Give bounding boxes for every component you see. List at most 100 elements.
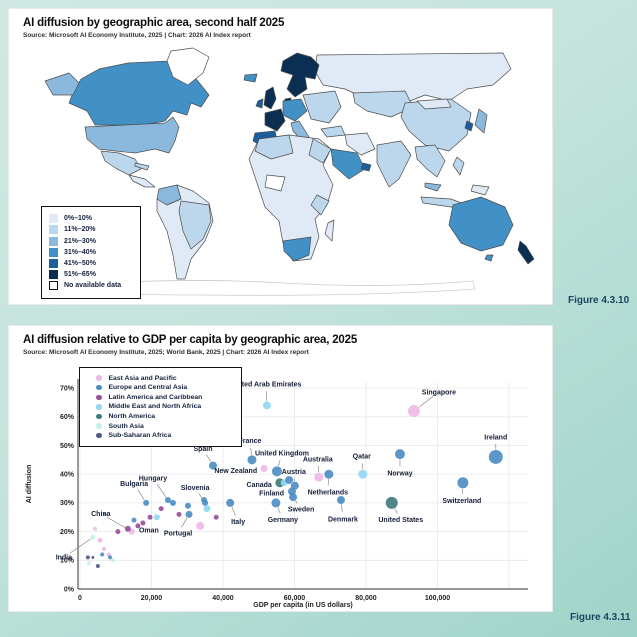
data-point[interactable] xyxy=(97,537,103,543)
country-eastern-europe[interactable] xyxy=(302,90,342,124)
country-egypt[interactable] xyxy=(308,138,332,164)
data-point-bulgaria[interactable] xyxy=(143,499,150,506)
data-point[interactable] xyxy=(176,511,182,517)
country-saudi-arabia[interactable] xyxy=(330,148,366,180)
country-iceland[interactable] xyxy=(243,73,258,83)
country-japan[interactable] xyxy=(474,108,488,134)
data-point-oman[interactable] xyxy=(153,514,160,521)
data-point[interactable] xyxy=(201,497,208,504)
data-point-hungary[interactable] xyxy=(164,497,171,504)
legend-row: Latin America and Caribbean xyxy=(88,394,233,401)
y-tick-label: 40% xyxy=(60,472,75,479)
data-point-norway[interactable] xyxy=(394,449,405,460)
country-scandinavia[interactable] xyxy=(280,52,320,98)
country-brazil[interactable] xyxy=(178,200,212,250)
legend-swatch xyxy=(49,236,58,246)
country-usa[interactable] xyxy=(84,116,180,154)
country-united-kingdom[interactable] xyxy=(263,86,277,110)
country-southeast-asia[interactable] xyxy=(414,144,446,178)
country-malaysia[interactable] xyxy=(424,182,442,192)
legend-label: East Asia and Pacific xyxy=(108,374,177,382)
data-point-netherlands[interactable] xyxy=(324,469,334,479)
country-madagascar[interactable] xyxy=(324,219,335,242)
country-antarctica xyxy=(77,280,476,296)
data-point[interactable] xyxy=(196,521,205,530)
data-point[interactable] xyxy=(86,561,91,566)
country-east-africa[interactable] xyxy=(310,194,330,216)
data-point-portugal[interactable] xyxy=(185,510,193,518)
country-papua-new-guinea[interactable] xyxy=(470,184,490,196)
country-west-africa[interactable] xyxy=(264,174,286,192)
country-colombia[interactable] xyxy=(156,184,182,206)
data-point[interactable] xyxy=(147,514,153,520)
data-point[interactable] xyxy=(101,546,106,551)
data-point-australia[interactable] xyxy=(314,472,324,482)
legend-label: 11%–20% xyxy=(64,226,96,234)
country-central-asia[interactable] xyxy=(352,90,414,118)
country-cuba[interactable] xyxy=(134,162,150,171)
country-turkey[interactable] xyxy=(320,125,346,138)
data-point[interactable] xyxy=(91,555,95,559)
country-south-korea[interactable] xyxy=(464,120,474,132)
data-point-france[interactable] xyxy=(247,455,257,465)
data-point-india[interactable] xyxy=(90,534,96,540)
data-point-germany[interactable] xyxy=(271,498,281,508)
data-point-switzerland[interactable] xyxy=(457,477,469,489)
data-point[interactable] xyxy=(103,512,107,516)
data-point-label: Ireland xyxy=(484,434,507,441)
data-point[interactable] xyxy=(131,517,137,523)
legend-row: 41%–50% xyxy=(49,258,133,268)
country-iran[interactable] xyxy=(344,132,376,156)
country-north-africa[interactable] xyxy=(254,134,294,160)
legend-label: 21%–30% xyxy=(64,237,96,245)
data-point[interactable] xyxy=(124,525,131,532)
data-point-italy[interactable] xyxy=(226,498,235,507)
country-china[interactable] xyxy=(400,98,472,152)
data-point[interactable] xyxy=(100,552,105,557)
country-central-europe[interactable] xyxy=(282,98,308,122)
data-point[interactable] xyxy=(184,502,191,509)
country-gulf-states[interactable] xyxy=(360,162,372,172)
data-point-label: Austria xyxy=(282,469,306,476)
data-point[interactable] xyxy=(169,499,176,506)
data-point-qatar[interactable] xyxy=(358,469,368,479)
data-point-sweden[interactable] xyxy=(289,493,298,502)
country-mexico[interactable] xyxy=(100,150,142,176)
data-point[interactable] xyxy=(93,526,98,531)
data-point-denmark[interactable] xyxy=(336,496,345,505)
data-point-singapore[interactable] xyxy=(407,405,420,418)
country-australia[interactable] xyxy=(448,196,514,252)
country-greenland[interactable] xyxy=(166,47,210,86)
data-point-new-zealand[interactable] xyxy=(260,464,268,472)
leader-line xyxy=(231,506,236,516)
country-france[interactable] xyxy=(264,108,286,132)
data-point[interactable] xyxy=(140,520,146,526)
data-point[interactable] xyxy=(85,555,90,560)
data-point[interactable] xyxy=(95,564,100,569)
data-point[interactable] xyxy=(203,505,211,513)
data-point-united-states[interactable] xyxy=(385,496,398,509)
country-mongolia[interactable] xyxy=(416,98,452,110)
data-point[interactable] xyxy=(108,555,113,560)
data-point-spain[interactable] xyxy=(208,461,217,470)
data-point[interactable] xyxy=(115,529,121,535)
country-alaska[interactable] xyxy=(44,72,80,96)
country-new-zealand[interactable] xyxy=(517,240,535,265)
country-russia[interactable] xyxy=(314,52,512,104)
legend-dot xyxy=(96,394,102,401)
data-point[interactable] xyxy=(213,514,219,520)
data-point[interactable] xyxy=(110,558,115,563)
country-india[interactable] xyxy=(376,140,412,188)
data-point-united-arab-emirates[interactable] xyxy=(262,401,271,410)
country-tasmania[interactable] xyxy=(484,254,494,262)
data-point[interactable] xyxy=(135,523,141,529)
country-africa[interactable] xyxy=(248,134,334,262)
country-philippines[interactable] xyxy=(452,156,465,176)
country-central-america[interactable] xyxy=(128,174,156,188)
data-point[interactable] xyxy=(158,506,164,512)
country-south-africa[interactable] xyxy=(282,236,312,262)
data-point[interactable] xyxy=(285,475,294,484)
data-point-ireland[interactable] xyxy=(488,449,503,464)
country-ireland[interactable] xyxy=(255,98,264,109)
data-point-united-kingdom[interactable] xyxy=(271,466,282,477)
